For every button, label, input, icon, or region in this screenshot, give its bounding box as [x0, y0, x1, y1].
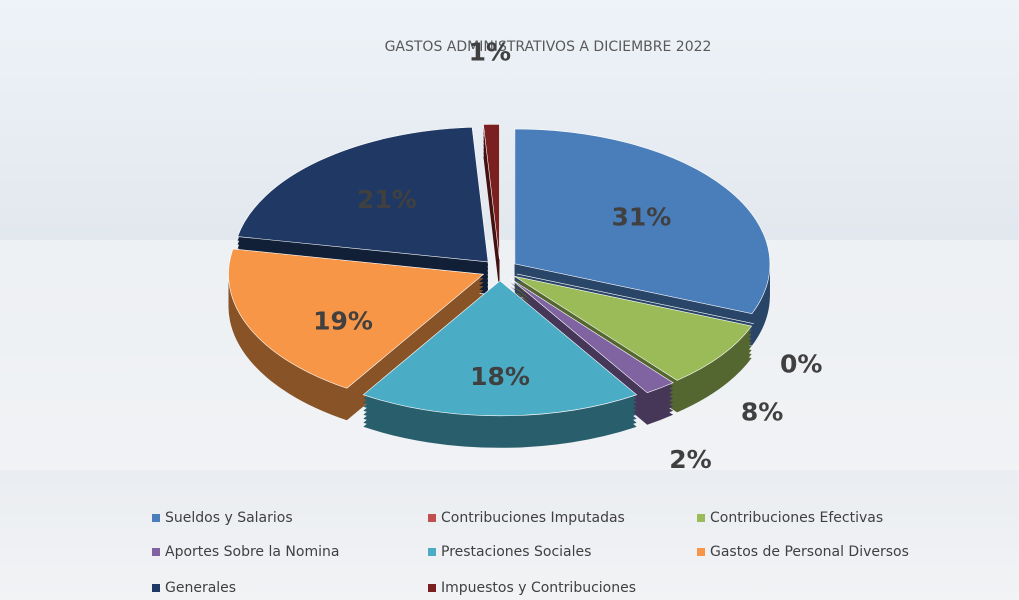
slice: [483, 123, 500, 260]
legend-label: Prestaciones Sociales: [441, 544, 591, 560]
legend-label: Aportes Sobre la Nomina: [165, 544, 339, 560]
data-label: 21%: [357, 185, 417, 214]
legend-swatch: [152, 584, 160, 592]
slice: [514, 128, 771, 314]
legend-label: Generales: [165, 580, 236, 596]
legend-swatch: [152, 548, 160, 556]
legend-swatch: [697, 548, 705, 556]
data-label: 19%: [313, 306, 373, 335]
data-label: 0%: [780, 350, 822, 379]
legend-swatch: [697, 514, 705, 522]
legend-swatch: [428, 514, 436, 522]
data-label: 1%: [469, 38, 511, 67]
data-label: 8%: [741, 397, 783, 426]
legend-swatch: [428, 584, 436, 592]
legend-label: Impuestos y Contribuciones: [441, 580, 636, 596]
slice: [510, 278, 674, 394]
legend-label: Contribuciones Imputadas: [441, 510, 625, 526]
data-label: 18%: [470, 362, 530, 391]
legend-label: Sueldos y Salarios: [165, 510, 293, 526]
chart-title: GASTOS ADMINISTRATIVOS A DICIEMBRE 2022: [385, 39, 712, 55]
legend-label: Gastos de Personal Diversos: [710, 544, 909, 560]
legend-swatch: [152, 514, 160, 522]
slice: [362, 280, 638, 417]
data-label: 31%: [612, 202, 672, 231]
legend-swatch: [428, 548, 436, 556]
slice: [514, 276, 753, 381]
slice: [237, 126, 489, 263]
legend-label: Contribuciones Efectivas: [710, 510, 883, 526]
data-label: 2%: [669, 445, 711, 474]
slice: [228, 248, 485, 389]
